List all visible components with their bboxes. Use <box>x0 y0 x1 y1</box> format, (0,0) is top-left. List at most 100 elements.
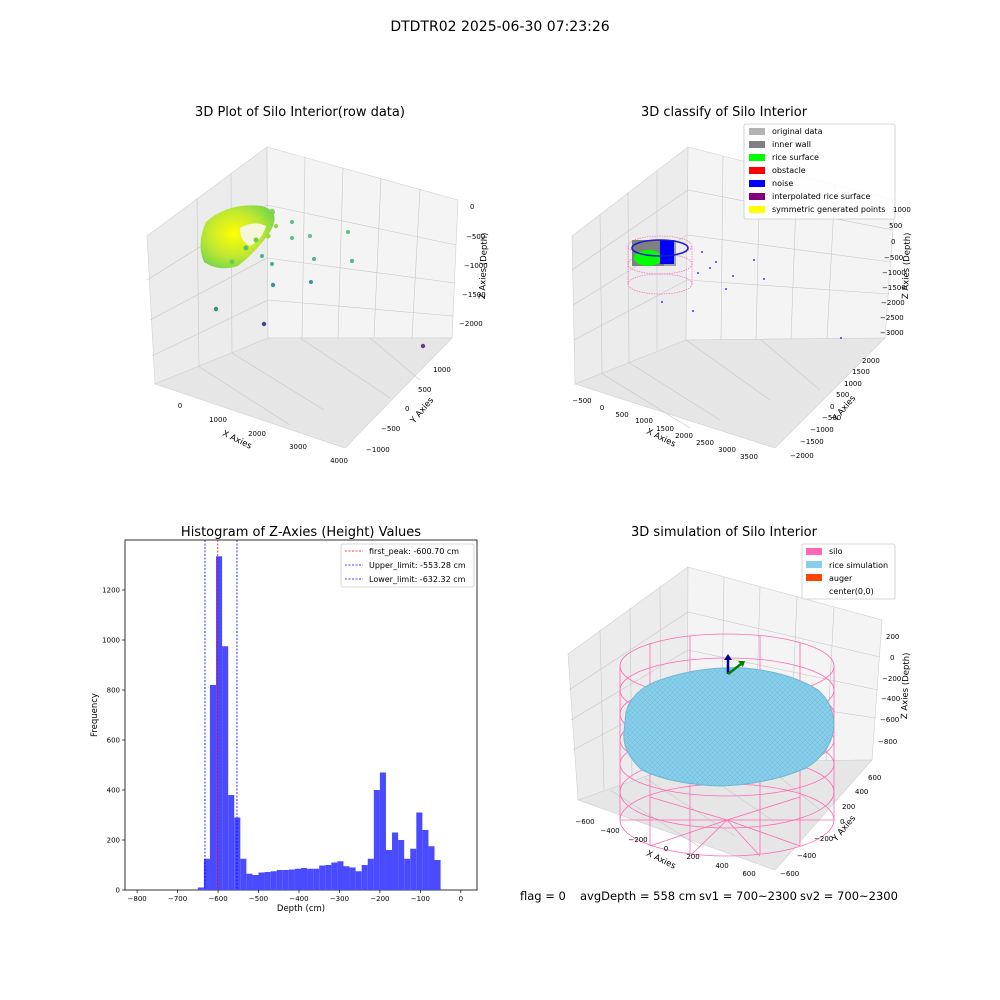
histogram-x-tick-label: 0 <box>459 895 463 903</box>
histogram-bar <box>416 812 423 890</box>
raw-y-tick: −1000 <box>366 446 390 454</box>
sim-z-tick: −400 <box>881 695 900 703</box>
classify-z-tick: −3000 <box>880 329 904 337</box>
legend-lower-limit: Lower_limit: -632.32 cm <box>345 575 466 584</box>
sim-rice-surface <box>623 667 835 787</box>
classify-z-tick: −500 <box>884 254 903 262</box>
histogram-bar <box>216 556 223 890</box>
classify-y-tick: 500 <box>836 391 849 399</box>
classify-z-ticks: 1000 500 0 −500 −1000 −1500 −2000 −2500 … <box>880 206 911 337</box>
raw-z-tick: −1000 <box>464 262 488 270</box>
histogram-bar <box>398 840 405 890</box>
legend-label: first_peak: -600.70 cm <box>369 547 459 556</box>
histogram-bar <box>197 887 204 890</box>
raw-y-tick: 500 <box>418 386 431 394</box>
histogram-bar <box>203 858 210 890</box>
legend-center: center(0,0) <box>829 587 874 596</box>
legend-original-data: original data <box>749 127 823 136</box>
histogram-bar <box>331 862 338 890</box>
histogram-ylabel: Frequency <box>90 693 100 737</box>
classify-y-ticks: −2000 −1500 −1000 −500 0 500 1000 1500 2… <box>790 357 880 460</box>
status-sv1: sv1 = 700~2300 <box>699 889 797 903</box>
classify-y-tick: 2000 <box>862 357 880 365</box>
sim-x-tick: 600 <box>742 870 755 878</box>
status-sv2: sv2 = 700~2300 <box>800 889 898 903</box>
sim-z-tick: 200 <box>886 633 899 641</box>
sim-z-ticks: 200 0 −200 −400 −600 −800 <box>878 633 901 746</box>
legend-obstacle: obstacle <box>749 166 806 175</box>
histogram-bars <box>197 556 441 890</box>
sim-center-arrows <box>724 654 745 675</box>
classify-z-tick: 0 <box>891 238 895 246</box>
legend-label: rice surface <box>772 153 819 162</box>
classify-y-tick: −500 <box>822 414 841 422</box>
histogram-x-tick-label: −500 <box>249 895 268 903</box>
classify-x-ticks: −500 0 500 1000 1500 2000 2500 3000 3500 <box>572 397 758 461</box>
histogram-bar <box>343 866 350 890</box>
classify-x-tick: 3500 <box>740 453 758 461</box>
classify-z-tick: −1500 <box>882 284 906 292</box>
histogram-y-ticks: 0 200 400 600 800 1000 1200 <box>102 587 125 895</box>
legend-rice-surface: rice surface <box>749 153 819 162</box>
legend-inner-wall: inner wall <box>749 140 811 149</box>
raw-y-tick: 0 <box>405 405 409 413</box>
raw-z-ticks: 0 −500 −1000 −1500 −2000 <box>459 203 488 328</box>
sim-x-tick: 0 <box>664 845 668 853</box>
raw-y-tick: −500 <box>381 425 400 433</box>
raw-x-tick: 3000 <box>289 443 307 451</box>
legend-label: symmetric generated points <box>772 205 885 214</box>
panel-simulation-title: 3D simulation of Silo Interior <box>631 525 818 540</box>
sim-x-ticks: −600 −400 −200 0 200 400 600 <box>575 818 755 878</box>
sim-x-tick: −600 <box>575 818 594 826</box>
histogram-bar <box>404 858 411 890</box>
histogram-bar <box>258 872 265 890</box>
classify-z-tick: 1000 <box>893 206 911 214</box>
legend-symmetric-generated-points: symmetric generated points <box>749 205 885 214</box>
histogram-bar <box>240 858 247 890</box>
histogram-bar <box>325 865 332 890</box>
legend-noise: noise <box>749 179 793 188</box>
histogram-bar <box>264 872 271 890</box>
raw-rice-cloud <box>200 205 279 269</box>
raw-z-tick: −1500 <box>462 291 486 299</box>
status-avg-depth: avgDepth = 558 cm <box>580 889 697 903</box>
histogram-bar <box>349 867 356 890</box>
sim-y-ticks: −600 −400 −200 0 200 400 600 <box>780 774 881 878</box>
histogram-x-tick-label: −200 <box>370 895 389 903</box>
legend-first-peak: first_peak: -600.70 cm <box>345 547 459 556</box>
histogram-bar <box>373 790 380 890</box>
raw-z-tick: −2000 <box>459 320 483 328</box>
legend-label: interpolated rice surface <box>772 192 870 201</box>
sim-y-tick: −400 <box>797 852 816 860</box>
panel-classify-title: 3D classify of Silo Interior <box>641 105 808 120</box>
histogram-bar <box>276 870 283 890</box>
classify-x-tick: −500 <box>572 397 591 405</box>
histogram-bar <box>209 685 217 890</box>
legend-rice-simulation: rice simulation <box>806 561 888 570</box>
histogram-x-tick-label: −700 <box>168 895 187 903</box>
histogram-y-tick-label: 800 <box>107 687 120 695</box>
histogram-bar <box>246 873 253 890</box>
histogram-bar <box>252 875 259 890</box>
raw-ylabel: Y Axies <box>408 395 436 426</box>
classify-x-tick: 500 <box>615 411 628 419</box>
classify-y-tick: 0 <box>830 403 834 411</box>
sim-x-tick: 200 <box>686 853 699 861</box>
histogram-bar <box>228 795 235 890</box>
sim-z-tick: −800 <box>878 738 897 746</box>
histogram-bar <box>410 848 417 890</box>
legend-label: auger <box>829 574 853 583</box>
histogram-vlines <box>204 540 238 890</box>
raw-outlier-points <box>213 220 426 349</box>
histogram-bar <box>288 869 295 890</box>
histogram-y-tick-label: 0 <box>116 887 120 895</box>
histogram-y-tick-label: 1200 <box>102 587 120 595</box>
status-flag: flag = 0 <box>520 889 566 903</box>
histogram-x-tick-label: −300 <box>330 895 349 903</box>
histogram-bar <box>234 817 241 890</box>
classify-silo-points <box>627 235 693 295</box>
classify-floor-pane <box>574 337 886 449</box>
legend-label: obstacle <box>772 166 806 175</box>
histogram-bar <box>319 865 326 890</box>
